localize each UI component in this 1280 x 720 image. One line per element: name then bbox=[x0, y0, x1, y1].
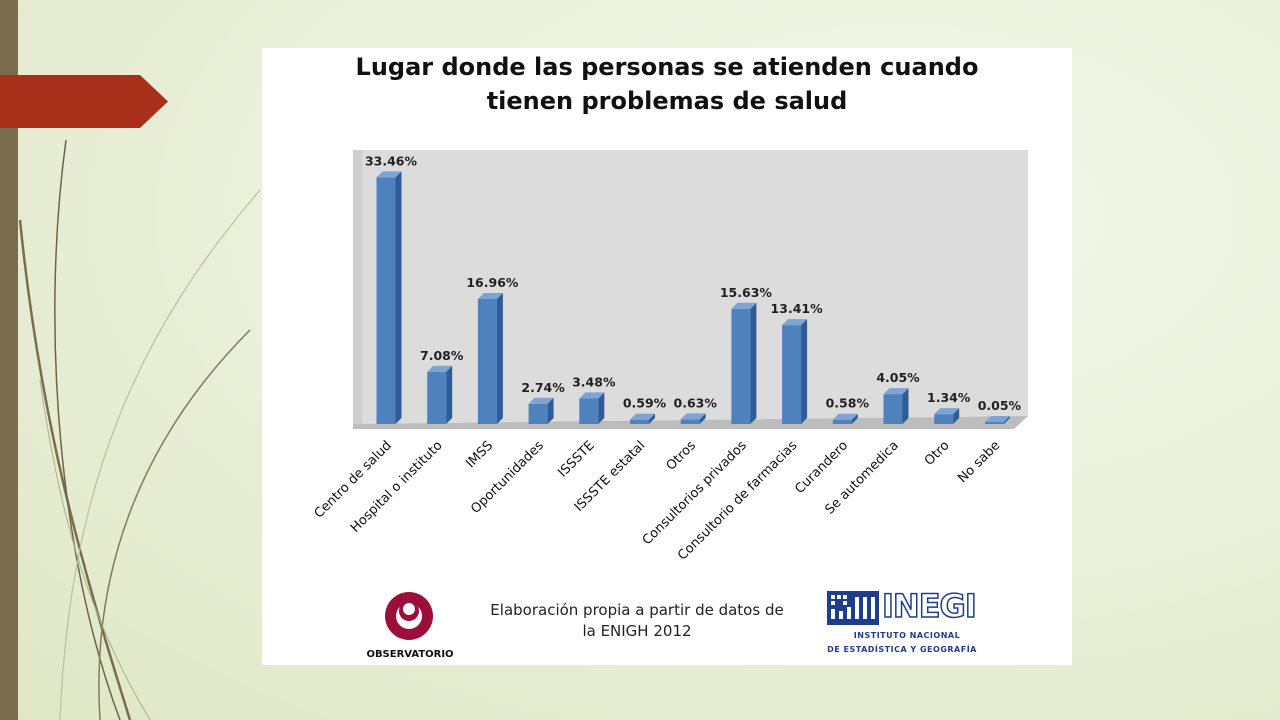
inegi-wordmark: INEGI bbox=[881, 586, 977, 626]
inegi-subtitle-1: INSTITUTO NACIONAL bbox=[853, 631, 961, 640]
category-label: Otros bbox=[664, 438, 700, 474]
data-label: 0.58% bbox=[826, 396, 870, 411]
data-label: 0.59% bbox=[623, 396, 667, 411]
category-label: ISSSTE bbox=[555, 438, 597, 480]
bar bbox=[528, 397, 554, 424]
bar bbox=[579, 392, 605, 424]
bar bbox=[934, 408, 960, 424]
observatorio-logo bbox=[385, 592, 433, 640]
chart-title-line1: Lugar donde las personas se atienden cua… bbox=[355, 53, 979, 81]
category-label: Otro bbox=[922, 438, 953, 469]
data-label: 33.46% bbox=[365, 153, 418, 168]
bar bbox=[832, 413, 858, 424]
bar bbox=[427, 365, 453, 424]
bar bbox=[376, 171, 402, 424]
chart-title-line2: tienen problemas de salud bbox=[486, 87, 848, 115]
data-label: 13.41% bbox=[771, 301, 824, 316]
bar bbox=[680, 413, 706, 424]
category-label: Consultorios privados bbox=[640, 438, 750, 548]
back-wall bbox=[353, 150, 1028, 424]
chart-panel: Lugar donde las personas se atienden cua… bbox=[262, 48, 1072, 665]
source-note-line1: Elaboración propia a partir de datos de bbox=[490, 601, 784, 619]
red-arrow-tab bbox=[0, 75, 168, 128]
bar bbox=[477, 292, 503, 424]
data-label: 1.34% bbox=[927, 390, 971, 405]
bar bbox=[883, 388, 909, 424]
data-label: 16.96% bbox=[466, 275, 519, 290]
data-label: 4.05% bbox=[876, 370, 920, 385]
source-note-line2: la ENIGH 2012 bbox=[582, 622, 692, 640]
bar-chart: 33.46% 7.08% 16.96% 2.74% 3.48% 0.59% 0.63% 15.… bbox=[312, 150, 1028, 564]
plot-background bbox=[353, 150, 1028, 429]
source-note: Elaboración propia a partir de datos de … bbox=[452, 600, 822, 642]
category-label: IMSS bbox=[463, 438, 496, 471]
data-label: 3.48% bbox=[572, 374, 616, 389]
observatorio-name: OBSERVATORIO bbox=[366, 649, 454, 660]
bar bbox=[984, 416, 1010, 424]
bar bbox=[782, 319, 808, 424]
data-label: 15.63% bbox=[720, 285, 773, 300]
bar bbox=[630, 413, 655, 424]
inegi-logo bbox=[827, 591, 879, 625]
left-accent-bar bbox=[0, 0, 18, 720]
bars-group bbox=[376, 171, 1010, 424]
value-labels-group: 33.46% 7.08% 16.96% 2.74% 3.48% 0.59% 0.63% 15.… bbox=[365, 153, 1022, 413]
data-label: 7.08% bbox=[420, 348, 464, 363]
category-label: No sabe bbox=[955, 438, 1003, 486]
inegi-subtitle-2: DE ESTADÍSTICA Y GEOGRAFÍA bbox=[827, 645, 977, 654]
side-wall bbox=[353, 150, 362, 424]
chart-title: Lugar donde las personas se atienden cua… bbox=[262, 48, 1072, 118]
data-label: 0.63% bbox=[674, 395, 718, 410]
decorative-curves bbox=[18, 139, 261, 720]
bar bbox=[731, 302, 757, 424]
data-label: 0.05% bbox=[978, 398, 1022, 413]
data-label: 2.74% bbox=[521, 380, 565, 395]
category-label: Hospital o instituto bbox=[348, 438, 446, 536]
